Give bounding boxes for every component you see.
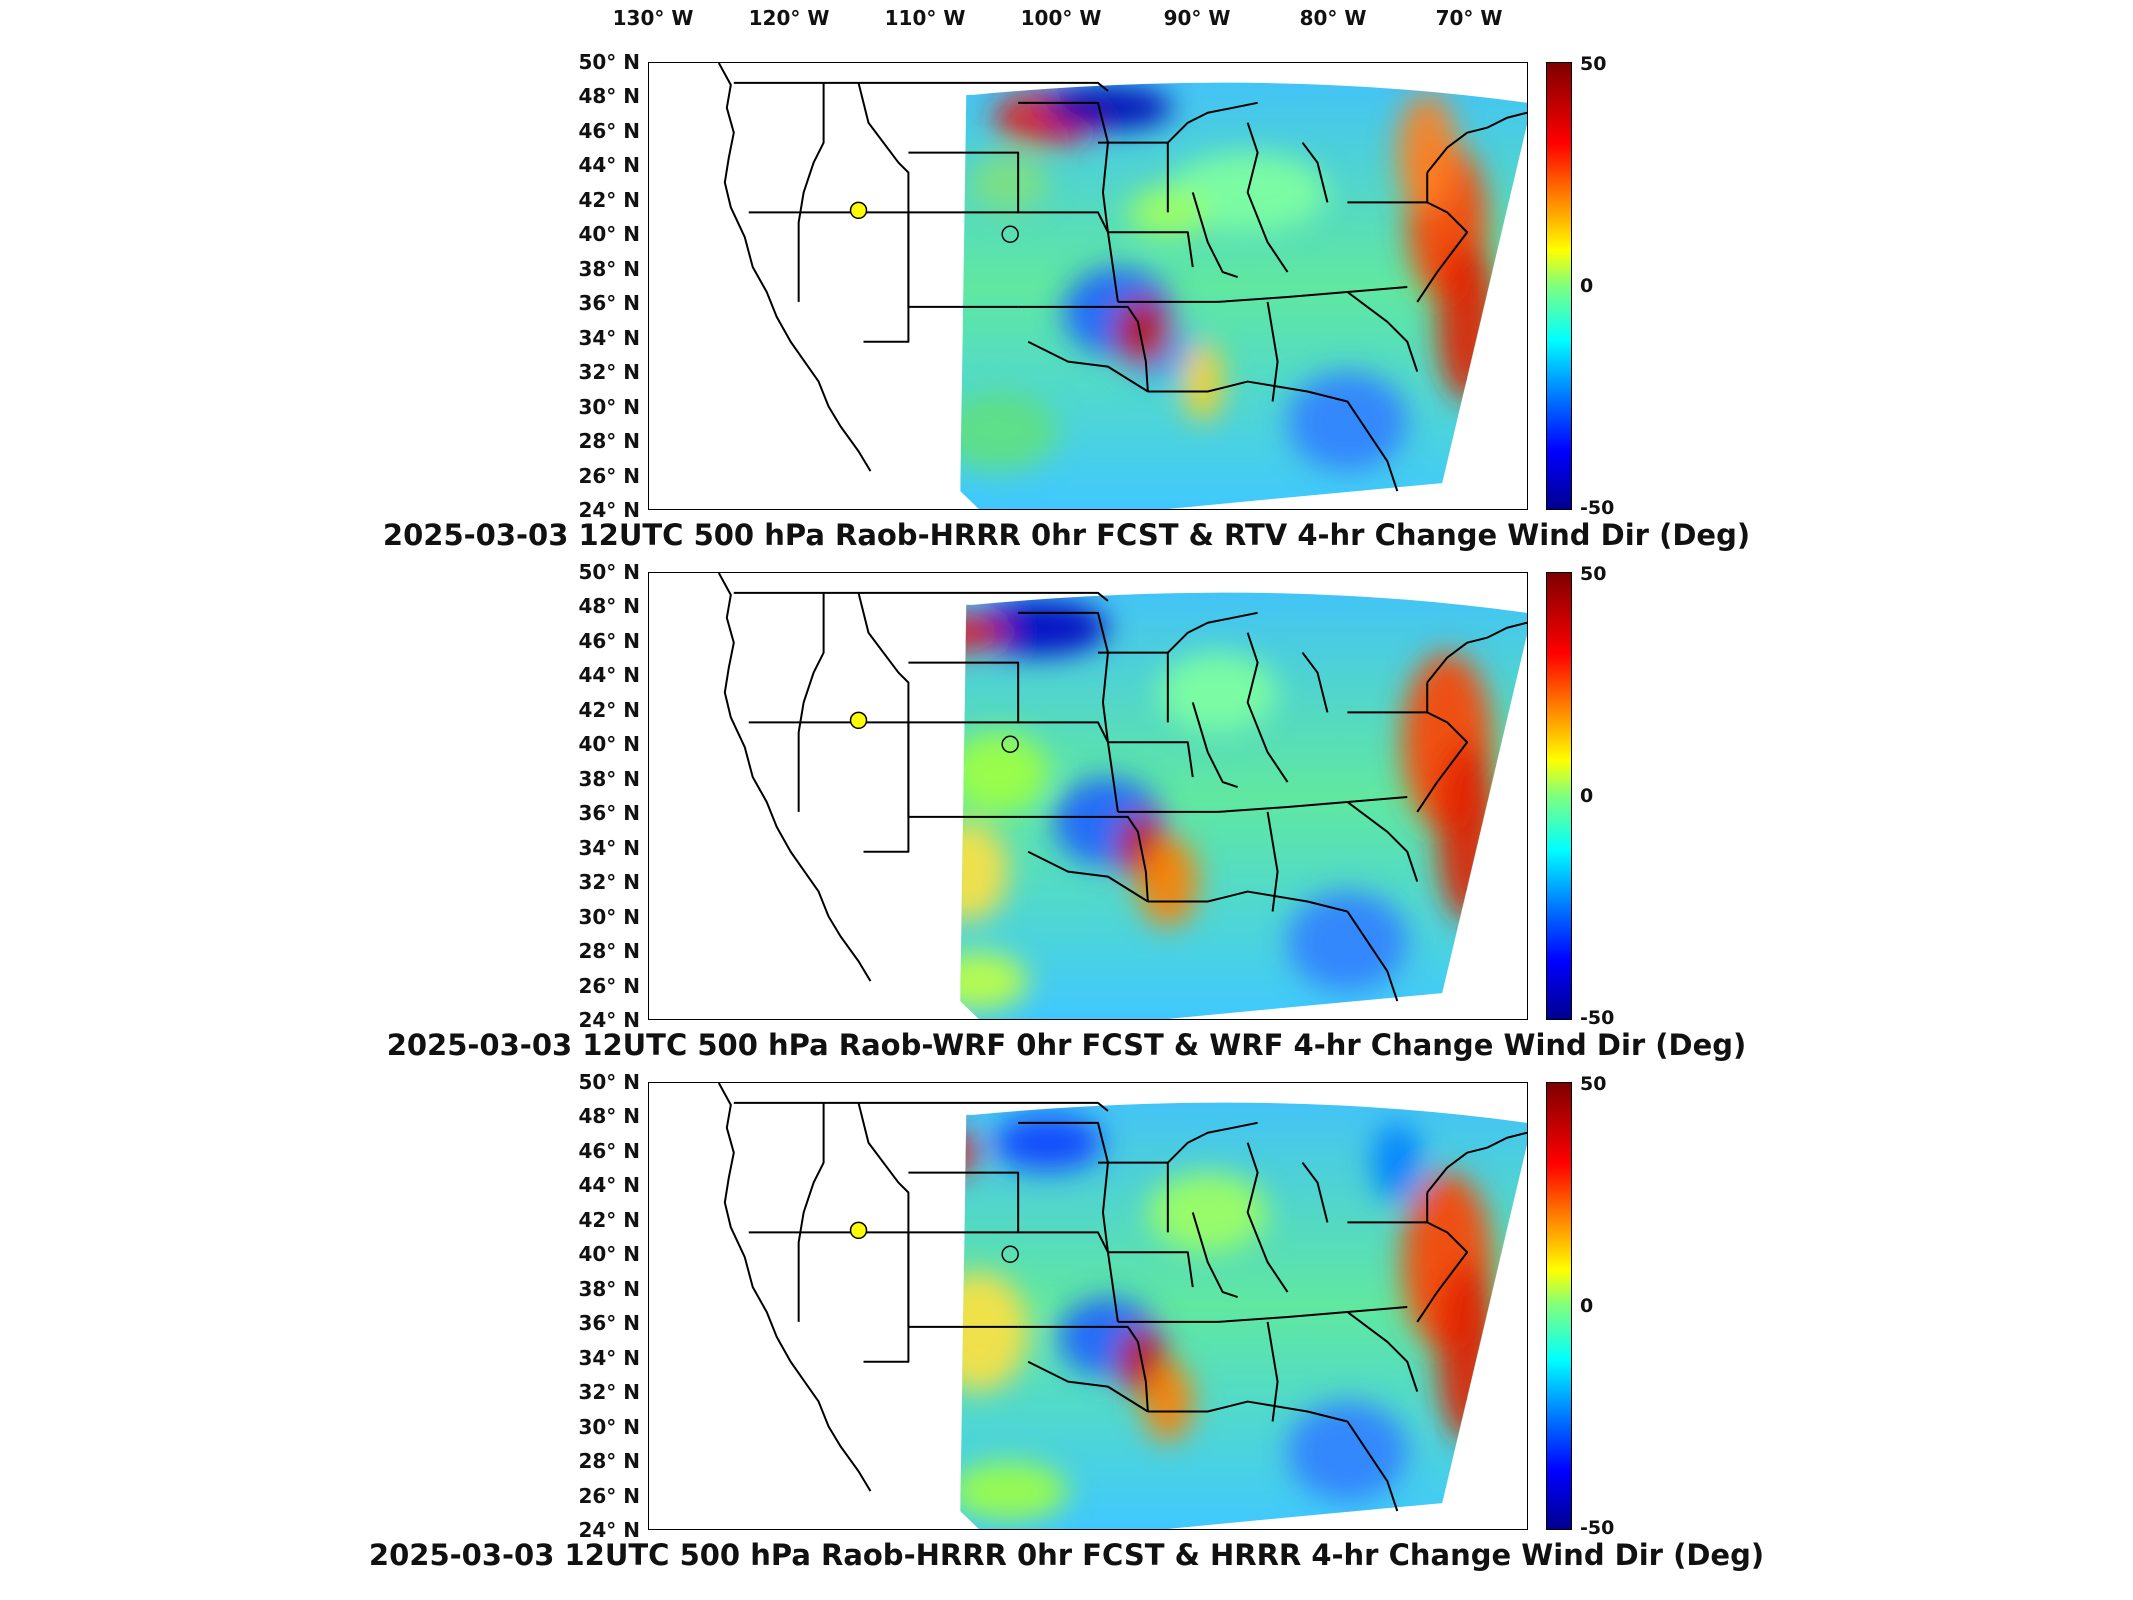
- lon-label: 70° W: [1435, 6, 1503, 30]
- lat-label: 28° N: [578, 939, 640, 964]
- map-svg: [717, 573, 1527, 1019]
- lat-label: 36° N: [578, 801, 640, 826]
- lon-label: 110° W: [884, 6, 966, 30]
- wind-direction-field: [960, 1102, 1527, 1529]
- lat-label: 48° N: [578, 84, 640, 109]
- lat-label: 30° N: [578, 394, 640, 419]
- lat-label: 44° N: [578, 663, 640, 688]
- lon-label: 130° W: [612, 6, 694, 30]
- colorbar-min-label: -50: [1580, 1007, 1615, 1029]
- colorbar: [1546, 572, 1572, 1020]
- colorbar-max-label: 50: [1580, 53, 1607, 75]
- lat-label: 50° N: [578, 560, 640, 584]
- lon-label: 90° W: [1163, 6, 1231, 30]
- lat-label: 46° N: [578, 1138, 640, 1163]
- lat-label: 32° N: [578, 870, 640, 895]
- state-borders: [717, 63, 1527, 492]
- lat-label: 34° N: [578, 835, 640, 860]
- colorbar-zero-label: 0: [1580, 1295, 1594, 1317]
- lat-label: 42° N: [578, 1207, 640, 1232]
- map-svg: [717, 1083, 1527, 1529]
- raob-site-marker: [849, 1221, 868, 1240]
- lat-label: 26° N: [578, 973, 640, 998]
- lat-label: 32° N: [578, 360, 640, 385]
- colorbar-zero-label: 0: [1580, 785, 1594, 807]
- map-panel: 50° N 48° N 46° N 44° N 42° N 40° N 38° N 36° N…: [0, 50, 2133, 568]
- lat-label: 30° N: [578, 1414, 640, 1439]
- wind-direction-field: [960, 592, 1527, 1019]
- lat-label: 48° N: [578, 594, 640, 619]
- lat-label: 48° N: [578, 1104, 640, 1129]
- lat-label: 40° N: [578, 1242, 640, 1267]
- lat-label: 24° N: [578, 498, 640, 522]
- lat-label: 42° N: [578, 697, 640, 722]
- lat-label: 40° N: [578, 732, 640, 757]
- raob-site-marker: [1001, 1245, 1019, 1263]
- lat-label: 46° N: [578, 628, 640, 653]
- lat-label: 26° N: [578, 463, 640, 488]
- lat-label: 36° N: [578, 1311, 640, 1336]
- lat-label: 32° N: [578, 1380, 640, 1405]
- lat-label: 38° N: [578, 1276, 640, 1301]
- raob-site-marker: [1001, 735, 1019, 753]
- raob-site-markers: [849, 201, 1019, 243]
- colorbar-max-label: 50: [1580, 563, 1607, 585]
- raob-site-marker: [1001, 225, 1019, 243]
- lat-label: 38° N: [578, 766, 640, 791]
- lat-label: 34° N: [578, 325, 640, 350]
- colorbar-max-label: 50: [1580, 1073, 1607, 1095]
- lat-label: 34° N: [578, 1345, 640, 1370]
- raob-site-marker: [849, 201, 868, 220]
- lat-label: 50° N: [578, 50, 640, 74]
- map-svg: [717, 63, 1527, 509]
- lat-label: 42° N: [578, 187, 640, 212]
- lat-label: 44° N: [578, 1173, 640, 1198]
- raob-site-marker: [849, 711, 868, 730]
- lat-label: 44° N: [578, 153, 640, 178]
- state-borders: [717, 573, 1527, 1002]
- longitude-axis-labels: 130° W 120° W 110° W 100° W 90° W 80° W …: [0, 0, 2133, 50]
- wind-direction-map: [648, 62, 1528, 510]
- lat-label: 38° N: [578, 256, 640, 281]
- map-panel: 50° N 48° N 46° N 44° N 42° N 40° N 38° N 36° N…: [0, 1070, 2133, 1588]
- panel-title: 2025-03-03 12UTC 500 hPa Raob-WRF 0hr FC…: [386, 1028, 1747, 1062]
- colorbar-min-label: -50: [1580, 1517, 1615, 1539]
- lon-label: 120° W: [748, 6, 830, 30]
- raob-site-markers: [849, 711, 1019, 753]
- colorbar: [1546, 1082, 1572, 1530]
- colorbar-zero-label: 0: [1580, 275, 1594, 297]
- lon-label: 100° W: [1020, 6, 1102, 30]
- colorbar: [1546, 62, 1572, 510]
- map-panel: 50° N 48° N 46° N 44° N 42° N 40° N 38° N 36° N…: [0, 560, 2133, 1078]
- wind-direction-field: [960, 82, 1527, 509]
- lat-label: 30° N: [578, 904, 640, 929]
- lat-label: 24° N: [578, 1518, 640, 1542]
- state-borders: [717, 1083, 1527, 1512]
- panel-title: 2025-03-03 12UTC 500 hPa Raob-HRRR 0hr F…: [382, 518, 1751, 552]
- lat-label: 28° N: [578, 429, 640, 454]
- lat-label: 28° N: [578, 1449, 640, 1474]
- lat-label: 46° N: [578, 118, 640, 143]
- wind-direction-map: [648, 572, 1528, 1020]
- wind-direction-map: [648, 1082, 1528, 1530]
- lat-label: 36° N: [578, 291, 640, 316]
- lat-label: 40° N: [578, 222, 640, 247]
- lon-label: 80° W: [1299, 6, 1367, 30]
- colorbar-min-label: -50: [1580, 497, 1615, 519]
- lat-label: 50° N: [578, 1070, 640, 1094]
- lat-label: 26° N: [578, 1483, 640, 1508]
- panel-title: 2025-03-03 12UTC 500 hPa Raob-HRRR 0hr F…: [368, 1538, 1765, 1572]
- raob-site-markers: [849, 1221, 1019, 1263]
- lat-label: 24° N: [578, 1008, 640, 1032]
